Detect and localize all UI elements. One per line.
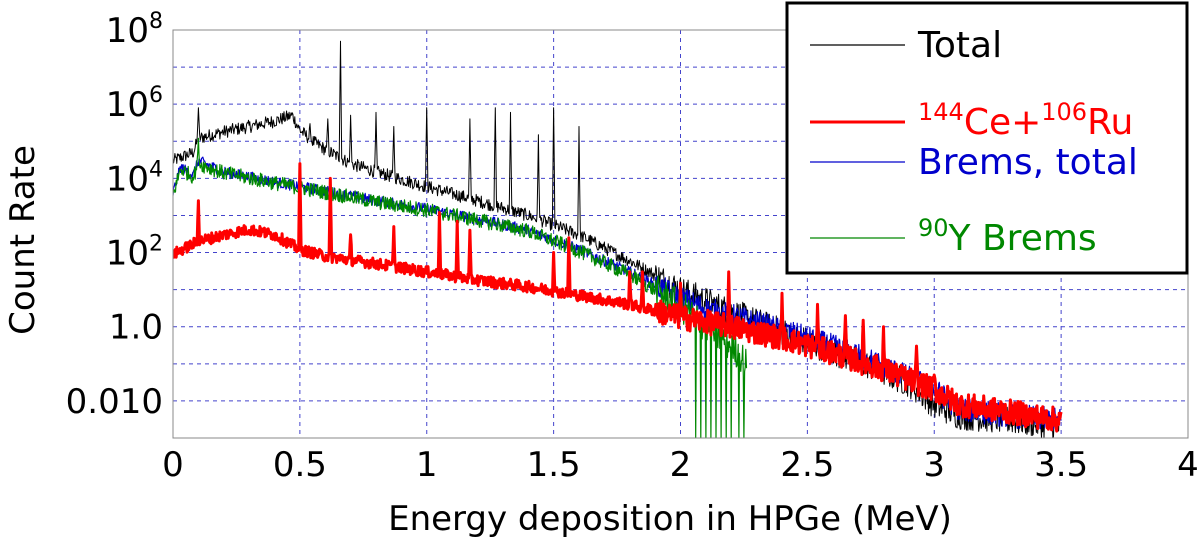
y-tick-label: 108 xyxy=(106,9,163,51)
y-tick-label: 104 xyxy=(106,157,163,199)
x-tick-label: 4 xyxy=(1177,445,1199,485)
legend-label: Brems, total xyxy=(918,142,1138,183)
x-tick-label: 2.5 xyxy=(780,445,834,485)
series-line-3 xyxy=(173,137,748,438)
legend-box xyxy=(785,1,1189,275)
y-axis-ticks: 0.010 1.0 102 104 106 108 xyxy=(66,9,163,422)
y-tick-label: 102 xyxy=(106,232,163,274)
x-axis-ticks: 0 0.5 1 1.5 2 2.5 3 3.5 4 xyxy=(162,445,1199,485)
y-tick-label: 106 xyxy=(106,83,163,125)
x-tick-label: 3.5 xyxy=(1034,445,1088,485)
y-tick-label: 0.010 xyxy=(66,382,163,422)
x-tick-label: 1.5 xyxy=(527,445,581,485)
legend-label: Total xyxy=(917,25,1002,66)
legend-label: 144Ce+106Ru xyxy=(918,98,1133,143)
x-tick-label: 3 xyxy=(923,445,945,485)
series-line-1 xyxy=(173,162,1063,433)
x-tick-label: 0 xyxy=(162,445,184,485)
legend-label: 90Y Brems xyxy=(918,214,1097,259)
y-axis-title: Count Rate xyxy=(3,145,43,335)
y-tick-label: 1.0 xyxy=(109,308,163,348)
x-tick-label: 1 xyxy=(416,445,438,485)
series-layer xyxy=(173,40,1063,438)
x-tick-label: 2 xyxy=(670,445,692,485)
x-tick-label: 0.5 xyxy=(273,445,327,485)
x-axis-title: Energy deposition in HPGe (MeV) xyxy=(388,499,952,539)
